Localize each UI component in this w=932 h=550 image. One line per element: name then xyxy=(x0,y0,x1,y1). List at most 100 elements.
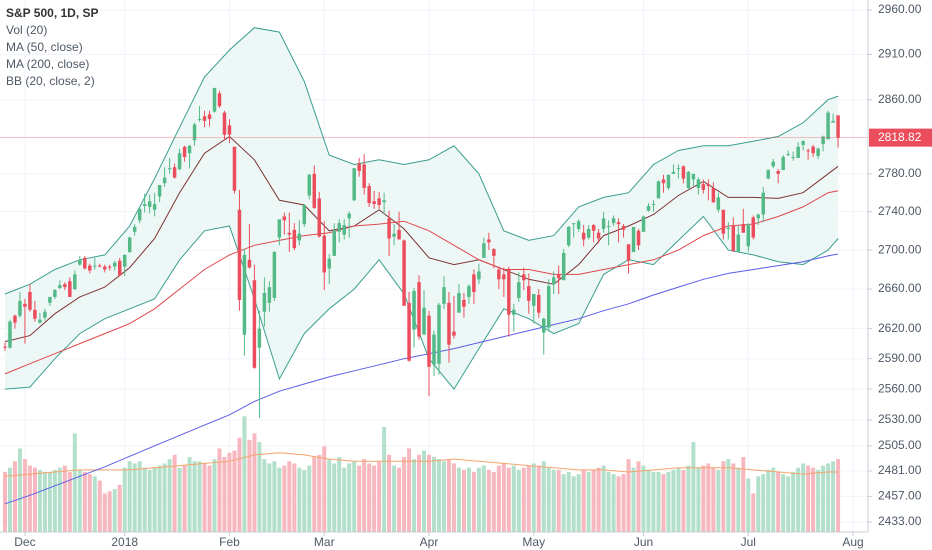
candle-body xyxy=(162,177,167,184)
volume-bar xyxy=(546,467,551,532)
candle-body xyxy=(482,243,486,258)
candle-body xyxy=(117,260,122,276)
bollinger-basis xyxy=(4,135,839,343)
volume-bar xyxy=(172,454,177,532)
volume-bar xyxy=(187,457,192,532)
candle-body xyxy=(661,179,666,184)
candle-body xyxy=(103,266,107,270)
y-tick-label: 2700.00 xyxy=(878,242,922,256)
volume-bar xyxy=(506,467,511,532)
volume-bar xyxy=(521,467,526,532)
volume-bar xyxy=(357,465,362,532)
volume-bar xyxy=(576,474,581,532)
candle-body xyxy=(816,148,820,157)
volume-bar xyxy=(766,469,771,532)
volume-bar xyxy=(277,467,282,532)
volume-bar xyxy=(641,465,646,532)
candle-body xyxy=(83,257,87,269)
candle-body xyxy=(681,166,686,179)
candle-body xyxy=(791,156,795,158)
volume-bar xyxy=(791,472,796,532)
volume-bar xyxy=(781,474,786,532)
candle-body xyxy=(177,153,182,170)
axes: 2960.00 2910.00 2860.00 2780.00 2740.00 2700.… xyxy=(14,2,932,549)
candle-body xyxy=(831,120,835,123)
candle-body xyxy=(137,208,142,221)
volume-bar xyxy=(62,465,67,532)
volume-bar xyxy=(202,463,207,532)
volume-bar xyxy=(247,439,252,532)
candle-body xyxy=(671,171,676,174)
volume-bar xyxy=(636,461,641,532)
volume-bar xyxy=(122,467,127,532)
volume-bar xyxy=(72,433,77,532)
volume-bar xyxy=(561,474,566,532)
volume-bar xyxy=(312,457,317,532)
volume-bar xyxy=(332,463,337,532)
volume-bar xyxy=(826,463,831,532)
y-tick-label: 2481.00 xyxy=(878,463,922,477)
volume-bar xyxy=(257,442,262,532)
volume-bar xyxy=(751,493,756,532)
volume-bar xyxy=(17,448,22,532)
volume-bar xyxy=(511,465,516,532)
x-tick-label: 2018 xyxy=(111,535,138,549)
chart-title: S&P 500, 1D, SP xyxy=(6,6,99,20)
candle-body xyxy=(601,218,606,229)
volume-bar xyxy=(162,463,167,532)
volume-bar xyxy=(811,467,816,532)
candle-body xyxy=(537,294,541,313)
candle-body xyxy=(112,262,117,267)
volume-bar xyxy=(756,476,761,532)
volume-bar xyxy=(87,474,92,532)
candle-body xyxy=(502,274,506,280)
y-tick-label: 2660.00 xyxy=(878,281,922,295)
legend: S&P 500, 1D, SP Vol (20) MA (50, close) … xyxy=(6,6,99,88)
volume-bar xyxy=(112,489,117,532)
volume-bar xyxy=(267,463,272,532)
y-tick-label: 2560.00 xyxy=(878,381,922,395)
y-tick-label: 2457.00 xyxy=(878,489,922,503)
candle-body xyxy=(387,218,391,239)
candle-body xyxy=(611,218,616,224)
candle-body xyxy=(427,315,431,367)
volume-bar xyxy=(761,474,766,532)
candle-body xyxy=(372,201,376,205)
volume-bar xyxy=(496,465,501,532)
candle-body xyxy=(472,274,476,293)
volume-bar xyxy=(741,457,746,532)
candle-body xyxy=(322,235,326,273)
candle-body xyxy=(202,116,207,121)
candle-body xyxy=(606,226,611,228)
volume-bar xyxy=(412,459,417,532)
volume-bar xyxy=(801,463,806,532)
volume-bar xyxy=(147,469,152,532)
candle-body xyxy=(776,171,780,174)
volume-bar xyxy=(422,450,427,532)
volume-bar xyxy=(142,467,147,532)
volume-bar xyxy=(132,463,137,532)
candle-body xyxy=(437,304,441,364)
volume-bar xyxy=(526,465,531,532)
volume-bar xyxy=(407,448,412,532)
candle-body xyxy=(527,286,531,301)
candle-body xyxy=(457,292,461,313)
volume-bar xyxy=(347,463,352,532)
candle-body xyxy=(108,266,112,268)
candle-body xyxy=(432,334,436,365)
bollinger-upper xyxy=(4,27,839,295)
volume-bar xyxy=(536,465,541,532)
volume-bar xyxy=(157,465,162,532)
candle-body xyxy=(806,150,810,152)
candle-body xyxy=(88,265,92,271)
volume-bar xyxy=(167,459,172,532)
volume-bar xyxy=(691,442,696,532)
candle-body xyxy=(487,239,491,243)
volume-bar xyxy=(551,469,556,532)
volume-bar xyxy=(152,467,157,532)
candle-body xyxy=(98,265,102,267)
volume-bar xyxy=(107,491,112,532)
volume-bar xyxy=(292,463,297,532)
volume-bar xyxy=(581,469,586,532)
volume-bar xyxy=(232,450,237,532)
